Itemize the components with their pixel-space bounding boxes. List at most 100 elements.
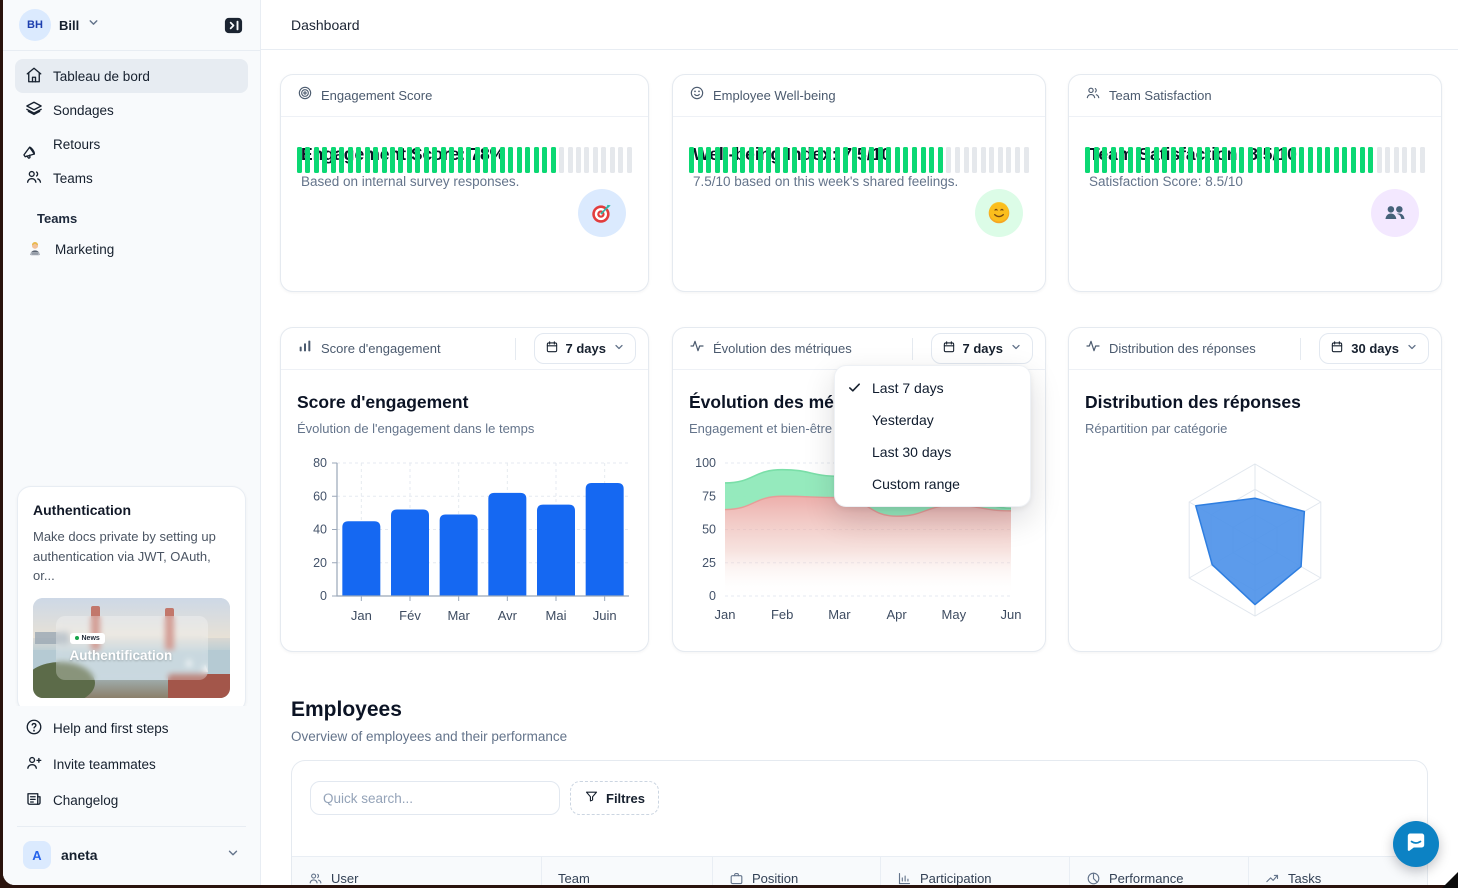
smile-emoji bbox=[975, 189, 1023, 237]
sidebar-item-label: Tableau de bord bbox=[53, 68, 150, 84]
column-header-user[interactable]: User bbox=[292, 857, 542, 885]
card-header-label: Engagement Score bbox=[321, 88, 433, 103]
employees-subtitle: Overview of employees and their performa… bbox=[291, 729, 568, 744]
svg-text:20: 20 bbox=[313, 556, 327, 570]
svg-text:25: 25 bbox=[702, 556, 716, 570]
menu-item-yesterday[interactable]: Yesterday bbox=[872, 412, 934, 428]
column-header-tasks[interactable]: Tasks bbox=[1249, 857, 1427, 885]
news-badge: News bbox=[69, 632, 105, 644]
search-input[interactable] bbox=[310, 781, 560, 815]
date-range-button[interactable]: 30 days bbox=[1319, 333, 1429, 364]
column-header-performance[interactable]: Performance bbox=[1070, 857, 1249, 885]
sidebar-item-sondages[interactable]: Sondages bbox=[15, 93, 248, 127]
sidebar-item-label: Invite teammates bbox=[53, 756, 156, 772]
chart-subtitle: Évolution de l'engagement dans le temps bbox=[297, 421, 535, 436]
sidebar-item-label: Teams bbox=[53, 170, 93, 186]
stat-subtitle: 7.5/10 based on this week's shared feeli… bbox=[693, 174, 959, 189]
chat-launcher-button[interactable] bbox=[1393, 821, 1439, 867]
menu-item-custom-range[interactable]: Custom range bbox=[872, 476, 960, 492]
sidebar-item-teams[interactable]: Teams bbox=[15, 161, 248, 195]
svg-text:Jan: Jan bbox=[351, 608, 372, 623]
radar-chart bbox=[1188, 463, 1322, 617]
card-header-label: Team Satisfaction bbox=[1109, 88, 1212, 103]
menu-item-last-7-days[interactable]: Last 7 days bbox=[835, 372, 1030, 404]
sidebar-item-label: Sondages bbox=[53, 102, 114, 118]
chart-subtitle: Répartition par catégorie bbox=[1085, 421, 1228, 436]
user-plus-icon bbox=[25, 754, 43, 775]
chart-title: Score d'engagement bbox=[297, 392, 469, 412]
svg-text:Apr: Apr bbox=[886, 607, 907, 622]
date-range-button[interactable]: 7 days bbox=[930, 333, 1033, 364]
employees-header: Employees Overview of employees and thei… bbox=[291, 698, 567, 744]
card-header-label: Score d'engagement bbox=[321, 341, 441, 356]
svg-text:Mar: Mar bbox=[828, 607, 851, 622]
sidebar-item-help[interactable]: Help and first steps bbox=[15, 710, 248, 746]
svg-text:May: May bbox=[942, 607, 967, 622]
chevron-down-icon bbox=[613, 341, 625, 356]
bar-chart-icon bbox=[297, 338, 313, 359]
sidebar-item-retours[interactable]: Retours bbox=[15, 127, 248, 161]
svg-text:80: 80 bbox=[313, 456, 327, 470]
menu-item-last-30-days[interactable]: Last 30 days bbox=[872, 444, 952, 460]
date-range-menu: Last 7 days Yesterday Last 30 days Custo… bbox=[834, 365, 1031, 507]
sidebar-item-marketing[interactable]: Marketing bbox=[15, 232, 248, 266]
sidebar-item-label: Marketing bbox=[55, 241, 115, 257]
sidebar-item-changelog[interactable]: Changelog bbox=[15, 782, 248, 818]
home-icon bbox=[25, 66, 43, 87]
users-icon bbox=[308, 871, 323, 885]
svg-text:Fév: Fév bbox=[399, 608, 421, 623]
svg-text:50: 50 bbox=[702, 523, 716, 537]
promo-title: Authentication bbox=[33, 502, 131, 518]
sidebar-item-invite[interactable]: Invite teammates bbox=[15, 746, 248, 782]
table-header-row: User Team Position Participation Perform… bbox=[292, 856, 1427, 885]
stat-card-wellbeing: Employee Well-being Well-being Index: 7.… bbox=[672, 74, 1046, 292]
technologist-emoji bbox=[25, 239, 45, 259]
layers-icon bbox=[25, 100, 43, 121]
sidebar-item-label: Changelog bbox=[53, 792, 119, 808]
stat-card-engagement: Engagement Score Engagement Score: 78% B… bbox=[280, 74, 649, 292]
workspace-avatar[interactable]: BH bbox=[19, 9, 51, 41]
activity-icon bbox=[689, 338, 705, 359]
card-header-label: Employee Well-being bbox=[713, 88, 836, 103]
chart-title: Distribution des réponses bbox=[1085, 392, 1301, 412]
column-header-participation[interactable]: Participation bbox=[881, 857, 1070, 885]
bar-chart-icon bbox=[897, 871, 912, 885]
svg-text:100: 100 bbox=[695, 456, 716, 470]
card-header-label: Évolution des métriques bbox=[713, 341, 852, 356]
svg-text:60: 60 bbox=[313, 489, 327, 503]
workspace-name[interactable]: Bill bbox=[59, 17, 80, 33]
app-window: BH Bill Tableau de bord Sondages Retour bbox=[3, 0, 1458, 885]
collapse-sidebar-button[interactable] bbox=[220, 12, 246, 38]
svg-text:Feb: Feb bbox=[771, 607, 793, 622]
progress-sparkline bbox=[1085, 147, 1425, 173]
users-icon bbox=[25, 168, 43, 189]
svg-text:Jan: Jan bbox=[715, 607, 736, 622]
help-circle-icon bbox=[25, 718, 43, 739]
column-header-position[interactable]: Position bbox=[713, 857, 881, 885]
stat-subtitle: Satisfaction Score: 8.5/10 bbox=[1089, 174, 1243, 189]
bar-chart: 0 20 40 60 80 Jan Fév Mar Avr Mai Juin bbox=[313, 456, 629, 623]
promo-image[interactable]: News Authentification bbox=[33, 597, 230, 698]
target-emoji bbox=[578, 189, 626, 237]
top-bar: Dashboard bbox=[261, 0, 1458, 50]
sidebar-item-tableau-de-bord[interactable]: Tableau de bord bbox=[15, 59, 248, 93]
account-switcher[interactable]: A aneta bbox=[15, 835, 248, 875]
svg-text:Avr: Avr bbox=[498, 608, 518, 623]
briefcase-icon bbox=[729, 871, 744, 885]
filters-button[interactable]: Filtres bbox=[570, 781, 660, 815]
account-name: aneta bbox=[61, 847, 98, 863]
promo-overlay: News Authentification bbox=[55, 615, 208, 680]
sidebar-header: BH Bill bbox=[3, 0, 260, 50]
stat-card-satisfaction: Team Satisfaction Team Satisfaction: 8.5… bbox=[1068, 74, 1442, 292]
date-range-button[interactable]: 7 days bbox=[533, 333, 636, 364]
sidebar-footer: Help and first steps Invite teammates Ch… bbox=[3, 706, 260, 885]
svg-text:Juin: Juin bbox=[593, 608, 617, 623]
sidebar-item-label: Help and first steps bbox=[53, 720, 169, 736]
chevron-down-icon[interactable] bbox=[87, 16, 100, 34]
svg-text:40: 40 bbox=[313, 523, 327, 537]
calendar-icon bbox=[1330, 340, 1344, 357]
progress-sparkline bbox=[689, 147, 1029, 173]
authentication-promo-card[interactable]: Authentication Make docs private by sett… bbox=[17, 486, 246, 713]
column-header-team[interactable]: Team bbox=[542, 857, 713, 885]
